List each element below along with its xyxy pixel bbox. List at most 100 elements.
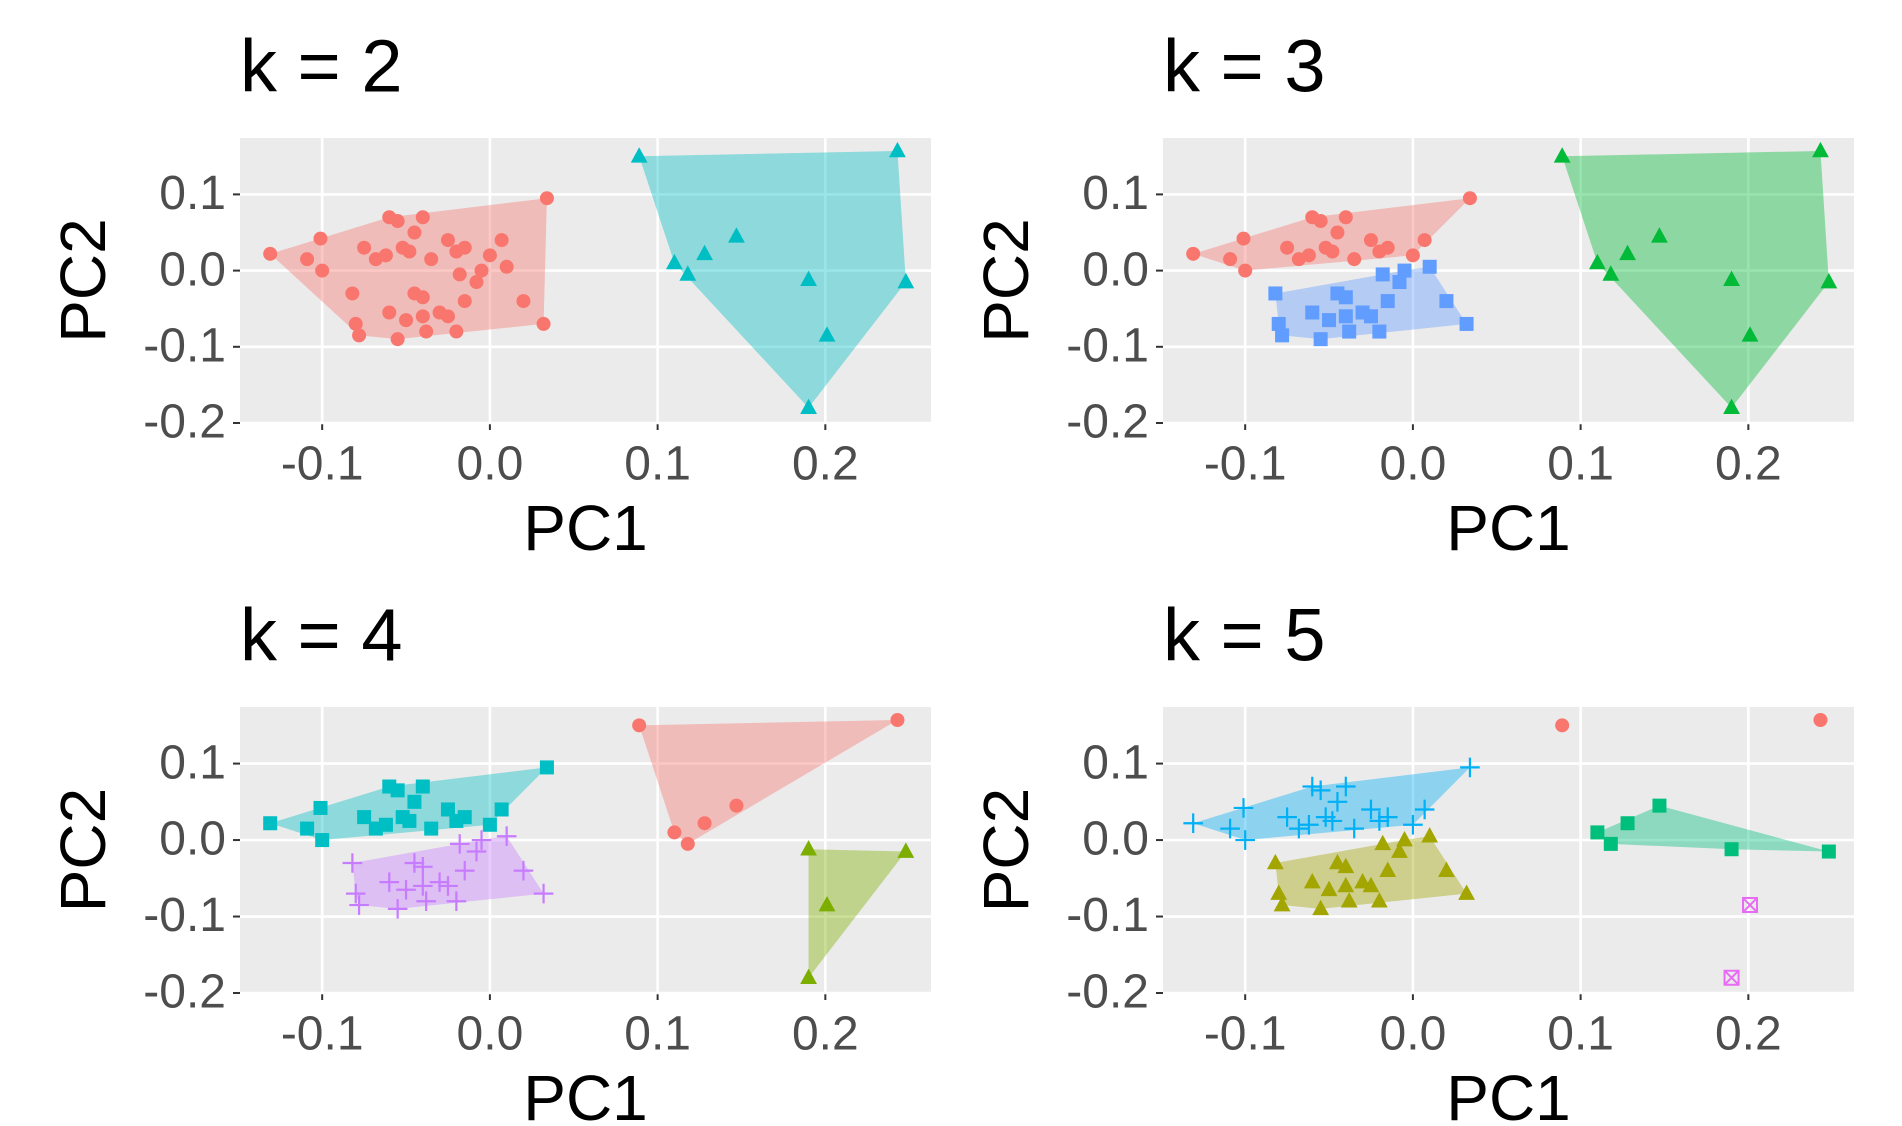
point: [1553, 147, 1571, 163]
x-tick-label: 0.0: [457, 1008, 524, 1061]
point: [466, 841, 487, 862]
point: [1555, 718, 1570, 733]
point: [1347, 252, 1362, 267]
point: [728, 227, 745, 243]
point: [697, 816, 712, 831]
point: [1361, 799, 1381, 820]
point: [667, 825, 682, 840]
point: [680, 836, 695, 851]
hull: [1562, 150, 1829, 408]
point: [402, 244, 417, 259]
point: [313, 231, 328, 246]
point: [1330, 225, 1345, 240]
point: [1342, 324, 1357, 339]
point: [1380, 294, 1395, 309]
point: [1223, 252, 1238, 267]
point: [1340, 892, 1358, 908]
point: [419, 324, 434, 339]
point: [1438, 861, 1455, 877]
y-axis-title: PC2: [47, 218, 119, 343]
point: [1310, 780, 1331, 801]
point: [429, 872, 450, 892]
point: [446, 891, 467, 912]
point: [1320, 880, 1338, 897]
point: [345, 286, 360, 301]
point: [449, 834, 470, 854]
x-axis-title: PC1: [523, 1062, 648, 1126]
point: [1301, 248, 1316, 263]
point: [1275, 328, 1290, 343]
point: [897, 842, 915, 858]
point: [345, 883, 366, 904]
point: [1374, 834, 1392, 851]
point: [499, 259, 514, 274]
point: [1327, 792, 1348, 812]
hull: [1597, 805, 1829, 852]
y-tick-label: 0.0: [159, 813, 226, 866]
hull: [1193, 767, 1470, 841]
point: [415, 210, 430, 225]
point: [1183, 813, 1203, 834]
point: [407, 225, 422, 240]
point: [1363, 309, 1378, 324]
point: [818, 895, 836, 912]
x-tick-label: -0.1: [1204, 438, 1287, 491]
point: [1299, 814, 1319, 835]
point: [516, 294, 531, 309]
x-tick-label: 0.2: [792, 1008, 859, 1061]
point: [300, 252, 315, 267]
point: [1312, 899, 1330, 916]
point: [390, 783, 405, 798]
point: [496, 826, 517, 847]
point: [1405, 248, 1420, 263]
point: [1459, 316, 1474, 331]
point: [1392, 275, 1407, 290]
point: [457, 810, 472, 825]
y-tick-label: -0.1: [1066, 319, 1149, 372]
x-tick-label: 0.0: [1380, 1008, 1447, 1061]
x-tick-label: 0.1: [1547, 1008, 1614, 1061]
point: [1391, 842, 1408, 858]
point: [348, 316, 363, 331]
point: [494, 802, 509, 817]
point: [424, 821, 439, 836]
point: [1313, 214, 1328, 229]
x-axis-title: PC1: [1446, 1062, 1571, 1126]
point: [1590, 825, 1605, 840]
point: [1821, 844, 1836, 859]
point: [1266, 853, 1284, 870]
y-tick-label: 0.1: [159, 736, 226, 789]
point: [352, 328, 367, 343]
point: [800, 968, 817, 985]
x-tick-label: 0.2: [1715, 438, 1782, 491]
point: [1619, 244, 1636, 261]
hull: [808, 849, 906, 978]
y-tick-label: 0.1: [159, 167, 226, 220]
chart-title: k = 4: [240, 594, 403, 677]
y-tick-label: 0.0: [1082, 813, 1149, 866]
x-axis-title: PC1: [523, 492, 648, 564]
point: [1277, 807, 1297, 827]
point: [1652, 798, 1667, 813]
y-tick-label: -0.2: [1066, 396, 1149, 449]
point: [440, 309, 455, 324]
point: [390, 214, 405, 229]
point: [1238, 263, 1253, 278]
point: [539, 760, 554, 775]
point: [1813, 713, 1828, 727]
point: [349, 895, 369, 915]
point: [1458, 884, 1475, 900]
point: [1273, 895, 1291, 912]
point: [315, 263, 330, 278]
chart-title: k = 2: [240, 25, 403, 108]
point: [399, 313, 414, 328]
point: [378, 817, 393, 832]
point: [533, 883, 554, 904]
point: [1289, 818, 1309, 839]
point: [1325, 244, 1340, 259]
point: [471, 830, 492, 850]
y-tick-label: 0.0: [159, 243, 226, 296]
point: [1462, 191, 1477, 206]
point: [1369, 811, 1390, 831]
